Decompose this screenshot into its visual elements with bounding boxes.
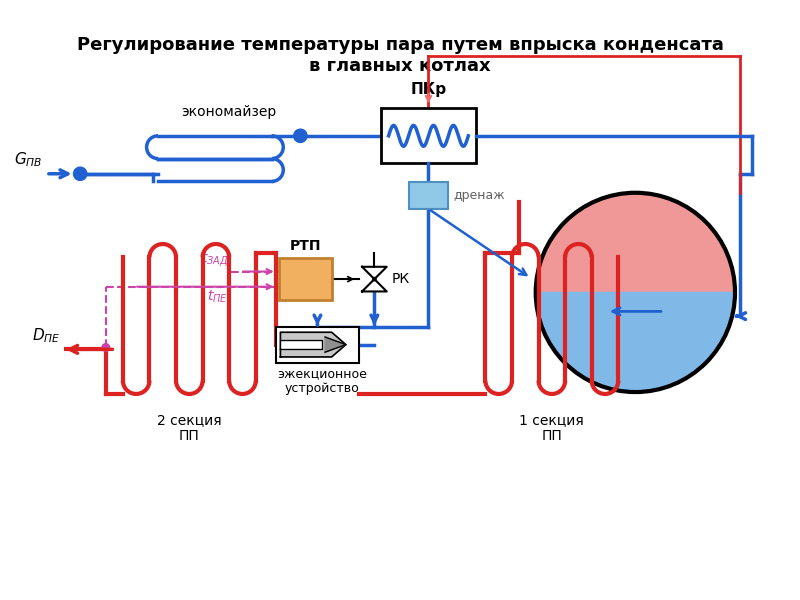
Polygon shape [281,340,322,349]
Text: $t_{ЗАД}$: $t_{ЗАД}$ [201,251,228,269]
Text: РТП: РТП [290,239,321,253]
Polygon shape [362,267,386,279]
Polygon shape [536,193,735,292]
Text: $D_{ПЕ}$: $D_{ПЕ}$ [32,326,60,344]
Polygon shape [325,337,346,352]
FancyBboxPatch shape [276,326,359,362]
Text: дренаж: дренаж [453,189,505,202]
Text: Регулирование температуры пара путем впрыска конденсата
в главных котлах: Регулирование температуры пара путем впр… [77,36,723,75]
Text: 1 секция
ПП: 1 секция ПП [519,413,584,443]
FancyBboxPatch shape [409,182,449,209]
Circle shape [102,344,110,351]
Polygon shape [281,332,346,357]
FancyBboxPatch shape [381,108,476,163]
Circle shape [74,167,87,181]
Text: экономайзер: экономайзер [182,105,277,119]
Text: РК: РК [391,272,410,286]
Text: 2 секция
ПП: 2 секция ПП [157,413,222,443]
Polygon shape [362,279,386,292]
Polygon shape [536,292,735,392]
Text: ПКр: ПКр [410,82,446,97]
Text: $t_{ПЕ}$: $t_{ПЕ}$ [207,289,228,305]
FancyBboxPatch shape [278,258,332,300]
Circle shape [372,277,377,281]
Text: эжекционное
устройство: эжекционное устройство [278,367,367,395]
Circle shape [294,129,307,142]
Text: $G_{ПВ}$: $G_{ПВ}$ [14,151,42,169]
